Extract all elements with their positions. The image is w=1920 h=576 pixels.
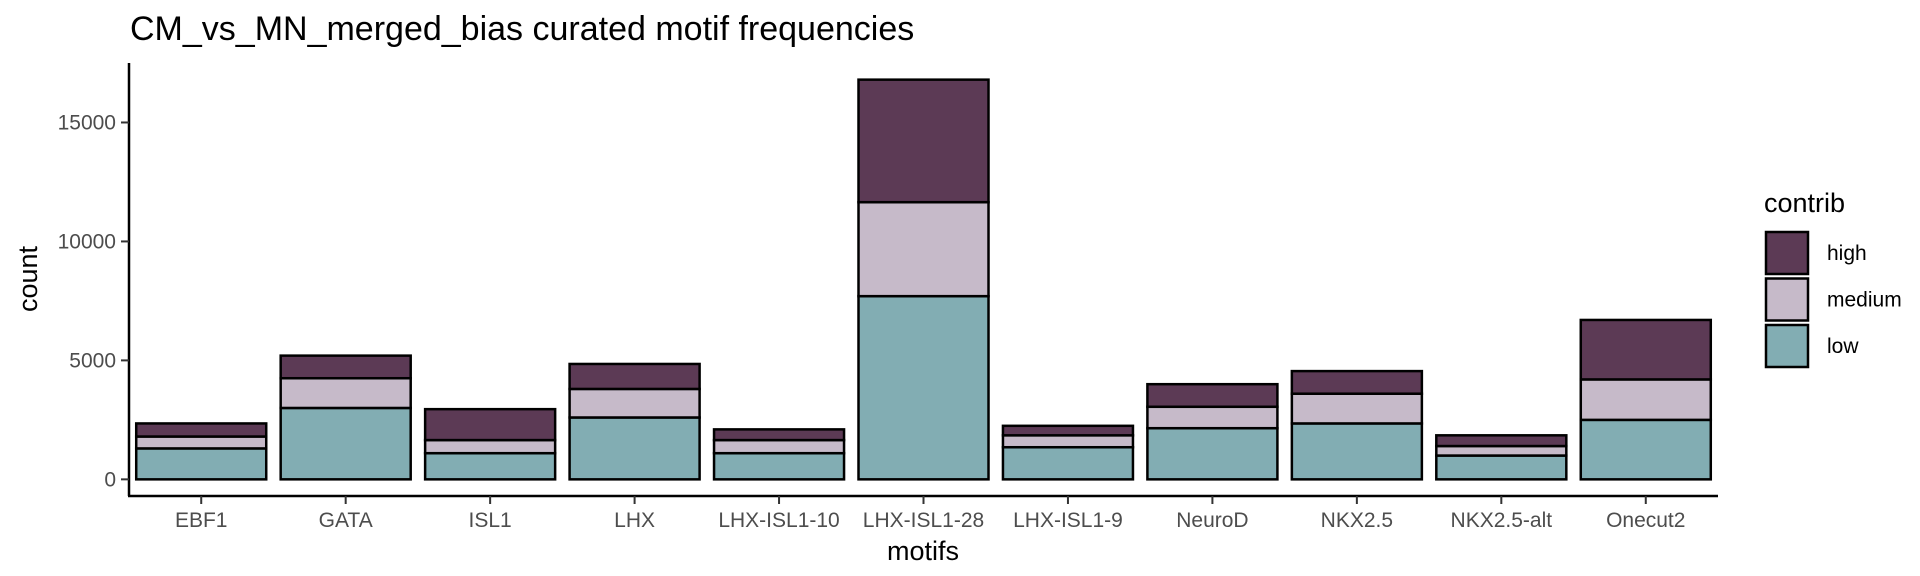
x-tick-label: LHX-ISL1-9 (1013, 509, 1123, 532)
bar-LHX-ISL1-10-high (712, 428, 846, 442)
bar-NeuroD-high (1146, 382, 1279, 409)
bar-LHX-medium (568, 387, 701, 419)
y-tick-label: 0 (104, 468, 116, 491)
legend: contrib high medium low (1764, 188, 1902, 369)
bar-LHX-low (568, 416, 701, 481)
x-tick-label: Onecut2 (1606, 509, 1685, 532)
legend-label-high: high (1827, 242, 1867, 265)
x-tick-label: GATA (319, 509, 373, 532)
y-tick-label: 15000 (58, 111, 116, 134)
bar-NKX2.5-alt-high (1435, 434, 1568, 448)
bar-NKX2.5-alt-low (1435, 454, 1568, 481)
bar-Onecut2-low (1579, 418, 1713, 481)
bar-NKX2.5-low (1290, 422, 1424, 481)
x-axis-title: motifs (887, 536, 959, 566)
y-axis-ticks: 0 5000 10000 15000 (58, 111, 129, 491)
bar-ISL1-medium (423, 438, 557, 455)
bar-LHX-ISL1-10-low (712, 451, 846, 481)
y-tick-label: 5000 (69, 349, 116, 372)
bar-LHX-ISL1-28-low (857, 294, 990, 481)
bar-NeuroD-medium (1146, 405, 1279, 430)
bar-LHX-ISL1-9-medium (1001, 434, 1135, 449)
legend-items: high medium low (1764, 230, 1902, 369)
bar-ISL1-low (423, 451, 557, 481)
y-axis-title: count (13, 245, 43, 312)
bar-NeuroD-low (1146, 426, 1279, 481)
x-tick-label: NeuroD (1176, 509, 1248, 532)
bar-LHX-ISL1-9-low (1001, 445, 1135, 481)
x-tick-label: LHX-ISL1-10 (718, 509, 839, 532)
bar-Onecut2-high (1579, 318, 1713, 381)
bar-GATA-medium (279, 376, 412, 410)
bar-EBF1-low (134, 447, 268, 481)
bar-Onecut2-medium (1579, 378, 1713, 422)
bar-LHX-ISL1-28-high (857, 78, 990, 204)
x-tick-label: EBF1 (175, 509, 228, 532)
legend-label-low: low (1827, 335, 1859, 358)
bars-layer (134, 78, 1713, 481)
chart-title: CM_vs_MN_merged_bias curated motif frequ… (130, 10, 914, 48)
x-tick-label: ISL1 (469, 509, 512, 532)
legend-swatch-low (1764, 323, 1810, 369)
x-tick-label: LHX-ISL1-28 (863, 509, 984, 532)
x-tick-label: NKX2.5 (1321, 509, 1393, 532)
bar-EBF1-high (134, 422, 268, 438)
bar-LHX-ISL1-28-medium (857, 200, 990, 298)
legend-swatch-high (1764, 230, 1810, 276)
bar-EBF1-medium (134, 435, 268, 450)
legend-swatch-medium (1764, 277, 1810, 322)
bar-NKX2.5-high (1290, 369, 1424, 395)
bar-LHX-ISL1-9-high (1001, 424, 1135, 437)
bar-NKX2.5-alt-medium (1435, 444, 1568, 457)
bar-LHX-ISL1-10-medium (712, 438, 846, 455)
bar-GATA-low (279, 406, 412, 481)
x-tick-label: NKX2.5-alt (1451, 509, 1553, 532)
y-tick-label: 10000 (58, 230, 116, 253)
bar-LHX-high (568, 362, 701, 391)
bar-NKX2.5-medium (1290, 392, 1424, 425)
x-axis-ticks: EBF1 GATA ISL1 LHX LHX-ISL1-10 LHX-ISL1-28 LHX… (175, 496, 1685, 532)
legend-label-medium: medium (1827, 289, 1902, 312)
legend-title: contrib (1764, 188, 1845, 218)
x-tick-label: LHX (614, 509, 655, 532)
bar-ISL1-high (423, 407, 557, 442)
bar-GATA-high (279, 354, 412, 380)
